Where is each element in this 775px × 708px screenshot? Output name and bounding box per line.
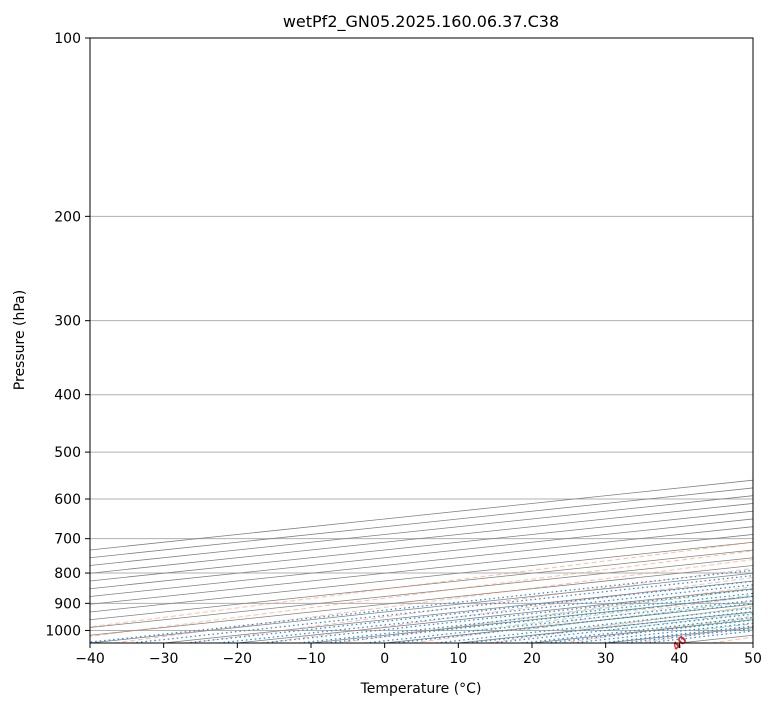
y-tick-label: 1000	[45, 623, 81, 639]
y-tick-label: 100	[54, 31, 81, 47]
y-axis-title: Pressure (hPa)	[12, 290, 28, 390]
isotherm-line	[90, 479, 753, 551]
y-tick-label: 800	[54, 566, 81, 582]
x-tick-label: 10	[449, 651, 467, 667]
x-tick-label: 20	[523, 651, 541, 667]
isotherm-line	[90, 518, 753, 590]
isotherm-line	[90, 487, 753, 559]
x-tick-label: 40	[670, 651, 688, 667]
x-axis: −40 −30 −20 −10 0 10 20 30 40 50	[75, 643, 762, 667]
y-axis: 100 200 300 400 500 600 700 800 900 1000	[45, 31, 90, 639]
y-tick-label: 900	[54, 596, 81, 612]
isotherm-line	[90, 495, 753, 566]
mixing-ratio-line	[299, 592, 753, 643]
isotherm-line	[90, 510, 753, 582]
x-tick-label: −20	[223, 651, 253, 667]
plot-frame	[89, 37, 754, 644]
y-tick-label: 700	[54, 532, 81, 548]
y-tick-label: 300	[54, 314, 81, 330]
x-axis-title: Temperature (°C)	[360, 681, 482, 697]
y-tick-label: 500	[54, 445, 81, 461]
x-tick-label: 50	[744, 651, 762, 667]
mixing-ratio-line	[262, 588, 753, 643]
moist-adiabat	[430, 588, 753, 631]
y-tick-label: 400	[54, 388, 81, 404]
isotherm-line	[90, 526, 753, 597]
background-lines	[90, 38, 753, 643]
x-tick-label: −10	[296, 651, 326, 667]
x-tick-label: −40	[75, 651, 105, 667]
mixing-ratio-line	[218, 584, 753, 643]
mixing-ratio-line	[185, 580, 753, 643]
x-tick-label: 0	[380, 651, 389, 667]
x-tick-label: −30	[149, 651, 179, 667]
isotherm-line	[90, 503, 753, 574]
y-tick-label: 200	[54, 209, 81, 225]
chart-title: wetPf2_GN05.2025.160.06.37.C38	[283, 12, 559, 32]
isotherm-line	[90, 534, 753, 605]
y-tick-label: 600	[54, 492, 81, 508]
x-tick-label: 30	[597, 651, 615, 667]
